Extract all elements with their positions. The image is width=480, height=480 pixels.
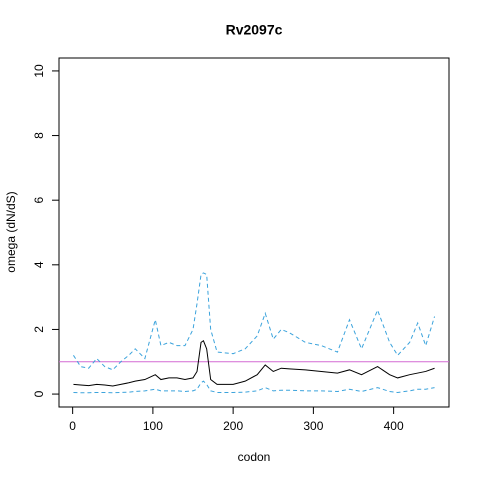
x-axis-label: codon xyxy=(238,450,271,464)
plot-box xyxy=(58,57,450,408)
chart-title: Rv2097c xyxy=(226,22,283,38)
x-tick-label: 300 xyxy=(303,419,323,433)
y-tick-label: 4 xyxy=(32,261,46,268)
x-tick-label: 0 xyxy=(69,419,76,433)
y-tick-label: 8 xyxy=(32,132,46,139)
series-line xyxy=(73,380,435,394)
series-line xyxy=(73,339,435,387)
x-tick-label: 400 xyxy=(384,419,404,433)
y-tick-label: 0 xyxy=(32,390,46,397)
x-tick-label: 100 xyxy=(143,419,163,433)
series-line xyxy=(73,272,436,371)
y-tick-label: 6 xyxy=(32,197,46,204)
y-axis-label: omega (dN/dS) xyxy=(4,191,18,272)
x-tick-label: 200 xyxy=(223,419,243,433)
y-tick-label: 10 xyxy=(32,64,46,78)
y-tick-label: 2 xyxy=(32,326,46,333)
